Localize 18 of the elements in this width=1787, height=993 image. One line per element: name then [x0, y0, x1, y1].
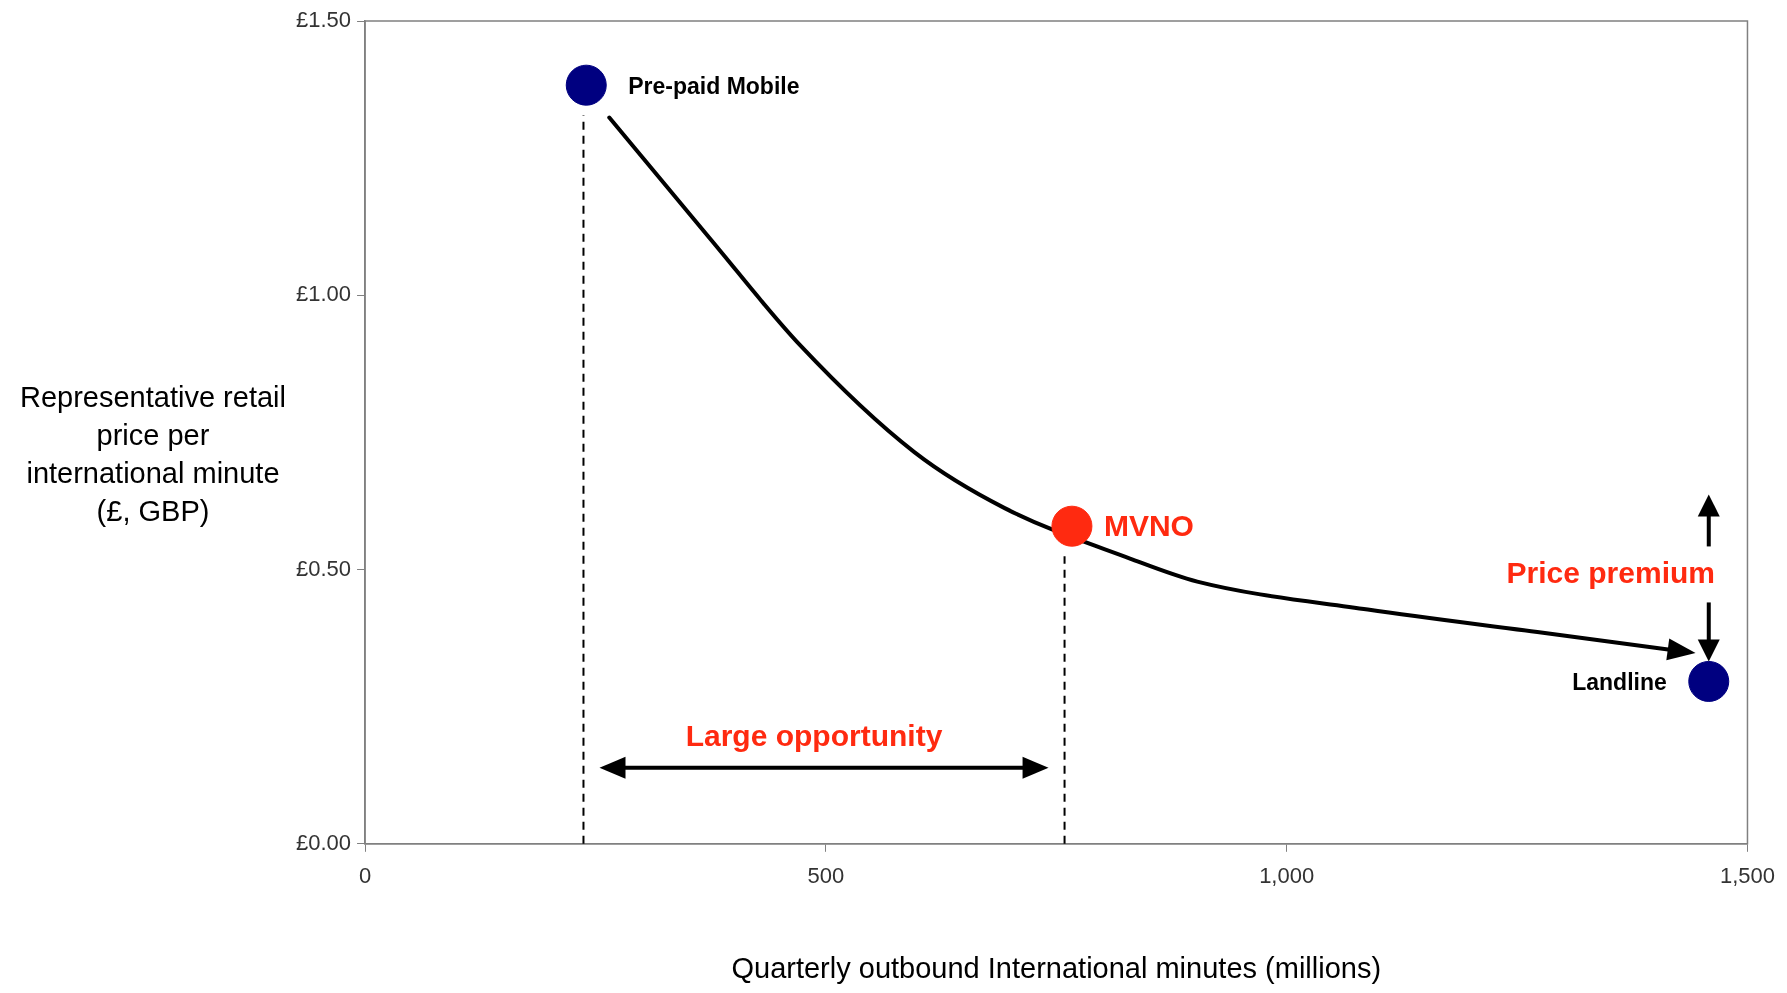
point	[1051, 505, 1093, 547]
x-tick-label: 500	[807, 863, 845, 889]
series-label: Landline	[1572, 668, 1667, 695]
annotation: Price premium	[1506, 555, 1715, 589]
x-tick-label: 0	[358, 863, 372, 889]
x-tick-label: 1,000	[1259, 863, 1315, 889]
y-tick-label: £1.50	[295, 7, 352, 33]
x-tick-label: 1,500	[1719, 863, 1775, 889]
annotation: Large opportunity	[685, 719, 943, 753]
point	[565, 64, 607, 106]
x-axis-title: Quarterly outbound International minutes (millions)	[731, 951, 1382, 984]
series-label: MVNO	[1103, 509, 1194, 543]
y-tick-label: £0.00	[295, 829, 352, 855]
y-tick-label: £0.50	[295, 555, 352, 581]
y-axis-title: Representative retail price per international minute (£, GBP)	[19, 380, 287, 529]
point	[1688, 660, 1730, 702]
y-tick-label: £1.00	[295, 281, 352, 307]
series-label: Pre-paid Mobile	[628, 72, 800, 99]
